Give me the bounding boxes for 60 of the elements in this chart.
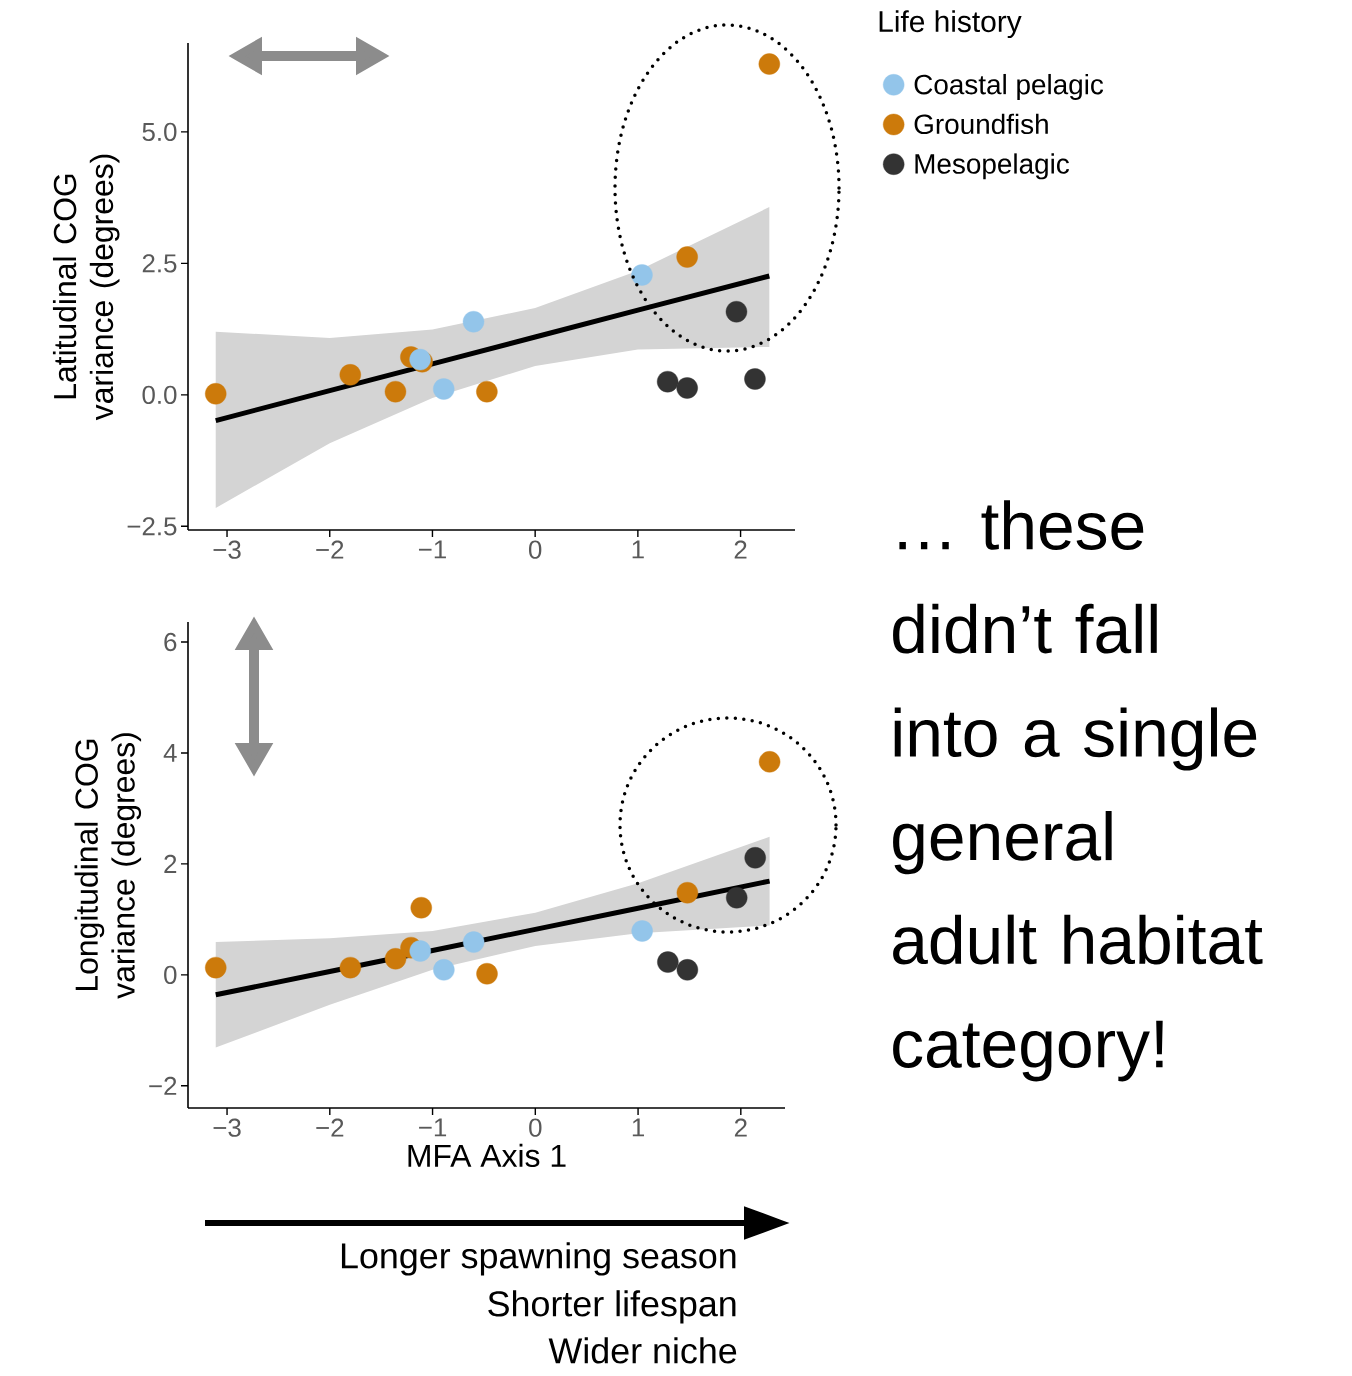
- point: [726, 887, 748, 909]
- x-tick-label: 1: [632, 1118, 644, 1137]
- legend-label: Groundfish: [914, 113, 1048, 135]
- point: [476, 963, 498, 985]
- x-tick-label: −3: [213, 540, 241, 559]
- point: [409, 940, 431, 962]
- x-tick-label: −2: [316, 1118, 344, 1137]
- y-tick-label: 5.0: [142, 122, 177, 142]
- point: [676, 882, 699, 904]
- y-axis-title: Longitudinal COG variance (degrees): [74, 733, 142, 999]
- legend-label: Coastal pelagic: [914, 73, 1104, 100]
- point: [433, 378, 455, 400]
- point: [744, 847, 766, 869]
- y-tick-label: −2.5: [127, 517, 177, 536]
- x-tick-label: −3: [213, 1118, 241, 1137]
- x-tick-label: 2: [734, 540, 747, 559]
- x-tick-label: −1: [419, 1118, 447, 1137]
- text: Shorter lifespan: [488, 1290, 736, 1324]
- y-tick-label: −2: [149, 1076, 177, 1095]
- x-axis-title: MFA Axis 1: [408, 1143, 566, 1168]
- point: [384, 948, 407, 970]
- point: [462, 311, 485, 333]
- x-tick-label: 0: [529, 1118, 542, 1137]
- point: [676, 377, 698, 399]
- point: [676, 959, 699, 981]
- y-tick-label: 0.0: [142, 385, 177, 404]
- x-tick-label: 2: [734, 1118, 747, 1137]
- point: [433, 959, 455, 981]
- y-tick-label: 0: [164, 965, 177, 985]
- y-tick-label: 2.5: [142, 254, 177, 273]
- point: [205, 956, 227, 979]
- text: Wider niche: [548, 1337, 737, 1364]
- point: [476, 380, 498, 403]
- point: [631, 920, 653, 942]
- point: [725, 301, 748, 323]
- point: [758, 751, 781, 773]
- point: [631, 264, 653, 286]
- x-tick-label: −2: [316, 540, 344, 559]
- point: [384, 380, 407, 403]
- legend-label: Mesopelagic: [915, 153, 1070, 180]
- y-tick-label: 6: [164, 632, 177, 652]
- point: [744, 368, 766, 390]
- point: [410, 897, 432, 919]
- y-tick-label: 2: [164, 854, 177, 873]
- x-tick-label: −1: [418, 540, 446, 559]
- legend-title: Life history: [879, 10, 1022, 39]
- point: [758, 53, 781, 75]
- x-tick-label: 1: [632, 540, 644, 559]
- y-axis-title: Latitudinal COG variance (degrees): [52, 154, 120, 421]
- point: [339, 956, 362, 979]
- text: … these didn’t fall into a single general adult habitat category!: [893, 500, 1263, 1082]
- point: [462, 931, 485, 953]
- y-tick-label: 4: [163, 744, 177, 762]
- point: [676, 246, 698, 268]
- point: [657, 951, 679, 973]
- text: Longer spawning season: [341, 1242, 736, 1276]
- point: [205, 383, 227, 405]
- point: [656, 370, 679, 393]
- point: [339, 364, 361, 386]
- x-tick-label: 0: [528, 540, 542, 559]
